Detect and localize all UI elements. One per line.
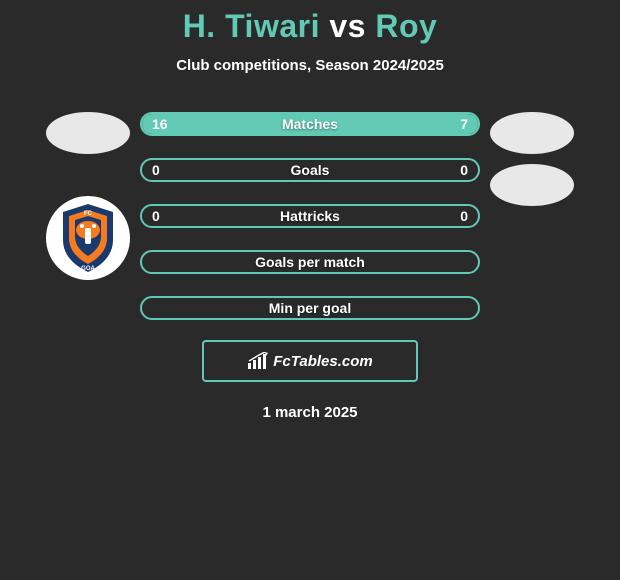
- comparison-body: FC GOA 16 Matches 7 0 Goals 0 0 Hattricks 0 Goals…: [0, 112, 620, 320]
- stat-bar-goals: 0 Goals 0: [140, 158, 480, 182]
- stat-label: Min per goal: [269, 300, 351, 316]
- player2-club-placeholder: [490, 164, 574, 206]
- stat-left-value: 16: [152, 116, 168, 132]
- subtitle: Club competitions, Season 2024/2025: [0, 57, 620, 74]
- chart-icon: [247, 352, 269, 370]
- stat-label: Goals per match: [255, 254, 365, 270]
- brand-text: FcTables.com: [273, 353, 372, 370]
- stat-bar-hattricks: 0 Hattricks 0: [140, 204, 480, 228]
- stat-label: Goals: [291, 162, 330, 178]
- vs-text: vs: [329, 8, 366, 44]
- player1-avatar: [46, 112, 130, 154]
- comparison-title: H. Tiwari vs Roy: [0, 8, 620, 45]
- brand-box[interactable]: FcTables.com: [202, 340, 418, 382]
- stat-right-value: 0: [460, 162, 468, 178]
- stat-bar-goals-per-match: Goals per match: [140, 250, 480, 274]
- left-column: FC GOA: [46, 112, 130, 280]
- svg-text:FC: FC: [84, 211, 93, 217]
- stat-bar-min-per-goal: Min per goal: [140, 296, 480, 320]
- player2-avatar: [490, 112, 574, 154]
- player1-club-badge: FC GOA: [46, 196, 130, 280]
- player2-name: Roy: [375, 8, 437, 44]
- stat-right-value: 0: [460, 208, 468, 224]
- stat-left-value: 0: [152, 162, 160, 178]
- stat-left-value: 0: [152, 208, 160, 224]
- stat-label: Matches: [282, 116, 338, 132]
- stat-label: Hattricks: [280, 208, 340, 224]
- stat-bar-matches: 16 Matches 7: [140, 112, 480, 136]
- stat-bars: 16 Matches 7 0 Goals 0 0 Hattricks 0 Goals per ma…: [140, 112, 480, 320]
- svg-text:GOA: GOA: [81, 266, 95, 272]
- date-text: 1 march 2025: [0, 404, 620, 421]
- fc-goa-badge-icon: FC GOA: [57, 202, 119, 274]
- right-column: [490, 112, 574, 216]
- stat-right-value: 7: [460, 116, 468, 132]
- player1-name: H. Tiwari: [183, 8, 320, 44]
